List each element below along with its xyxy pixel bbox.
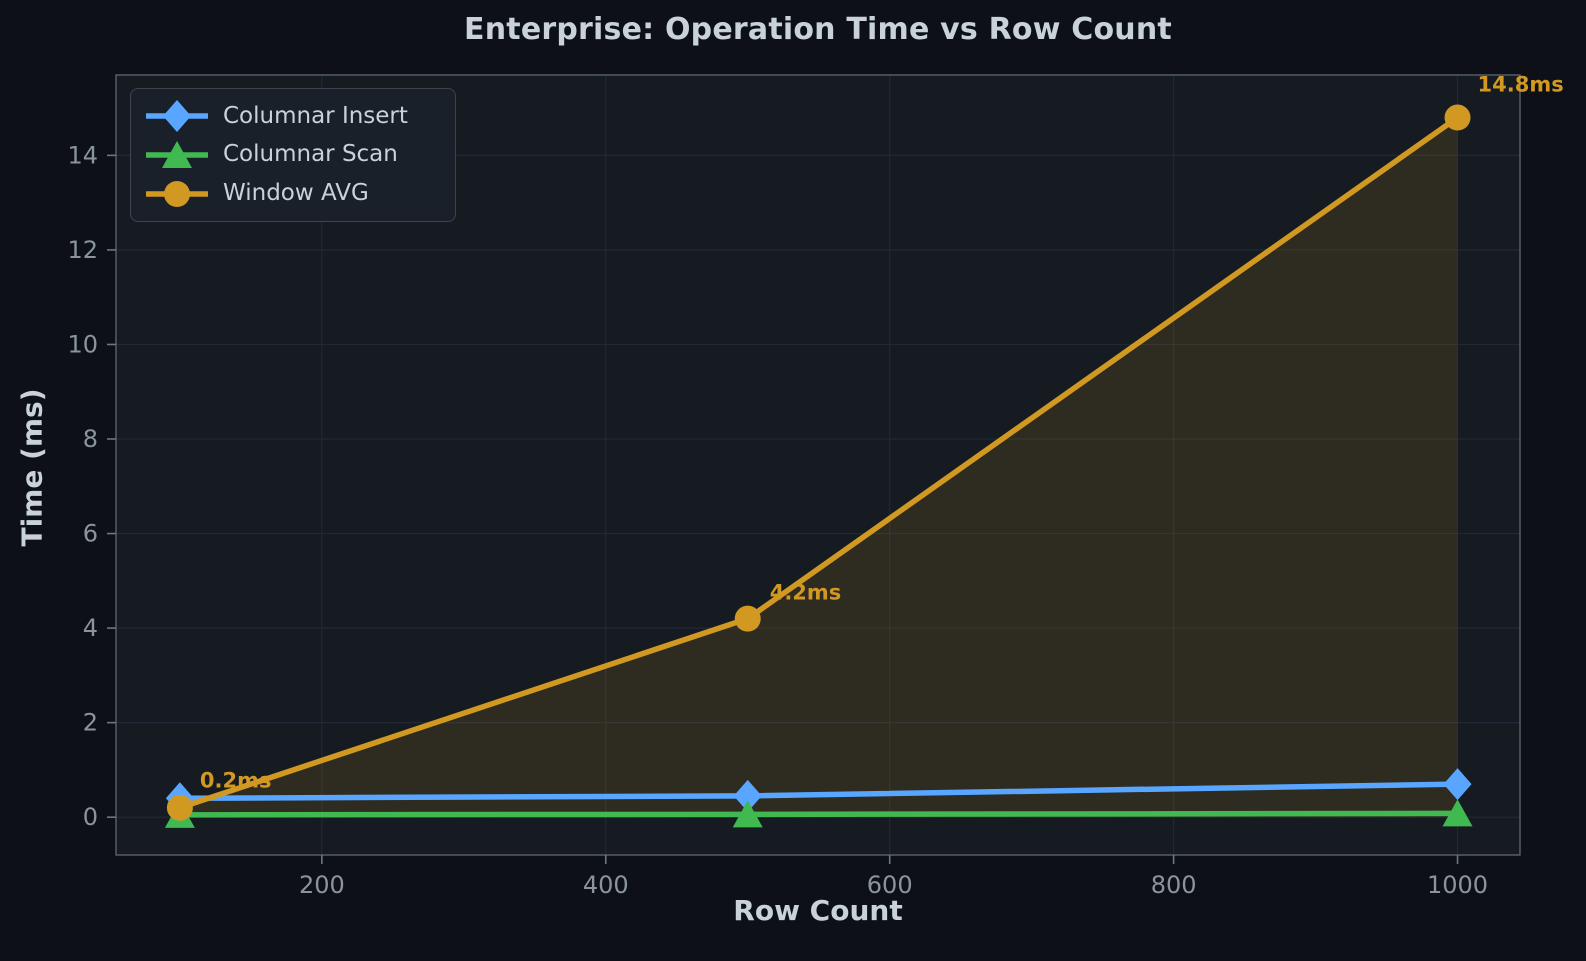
axes-spines <box>115 74 1521 856</box>
y-tick-label: 0 <box>83 803 98 831</box>
y-tick-label: 14 <box>67 141 98 169</box>
data-point-marker <box>1443 768 1472 801</box>
annotation-label: 4.2ms <box>770 581 842 605</box>
chart-title: Enterprise: Operation Time vs Row Count <box>464 12 1172 47</box>
x-tick-label: 400 <box>583 871 629 899</box>
annotation-label: 0.2ms <box>200 769 272 793</box>
legend-item-columnar-insert: Columnar Insert <box>145 99 441 133</box>
x-tick-label: 600 <box>867 871 913 899</box>
triangle-marker-icon <box>146 140 208 168</box>
diamond-marker-icon <box>146 100 208 133</box>
y-tick-label: 8 <box>83 425 98 453</box>
data-point-marker <box>1442 799 1473 827</box>
annotation-label: 14.8ms <box>1478 73 1564 97</box>
legend-item-columnar-scan: Columnar Scan <box>145 138 441 172</box>
legend-label: Columnar Scan <box>223 141 398 168</box>
x-axis-label: Row Count <box>733 894 903 927</box>
series-line <box>179 810 1458 818</box>
area-fill <box>179 117 1458 818</box>
circle-marker-icon <box>146 180 208 207</box>
x-tick-label: 800 <box>1151 871 1197 899</box>
data-point-marker <box>1444 104 1471 131</box>
data-point-marker <box>733 779 762 812</box>
data-point-marker <box>166 794 193 821</box>
x-tick-label: 200 <box>299 871 345 899</box>
data-point-marker <box>732 800 763 828</box>
legend: Columnar Insert Columnar Scan Window AVG <box>130 88 456 222</box>
legend-label: Window AVG <box>223 180 369 207</box>
legend-item-window-avg: Window AVG <box>145 177 441 211</box>
y-tick-label: 2 <box>83 709 98 737</box>
y-tick-label: 12 <box>67 236 98 264</box>
y-tick-label: 6 <box>83 520 98 548</box>
y-tick-label: 4 <box>83 614 98 642</box>
y-tick-label: 10 <box>67 330 98 358</box>
data-point-marker <box>734 605 761 632</box>
y-axis-label: Time (ms) <box>15 388 49 547</box>
legend-label: Columnar Insert <box>223 102 408 129</box>
x-tick-label: 1000 <box>1427 871 1488 899</box>
